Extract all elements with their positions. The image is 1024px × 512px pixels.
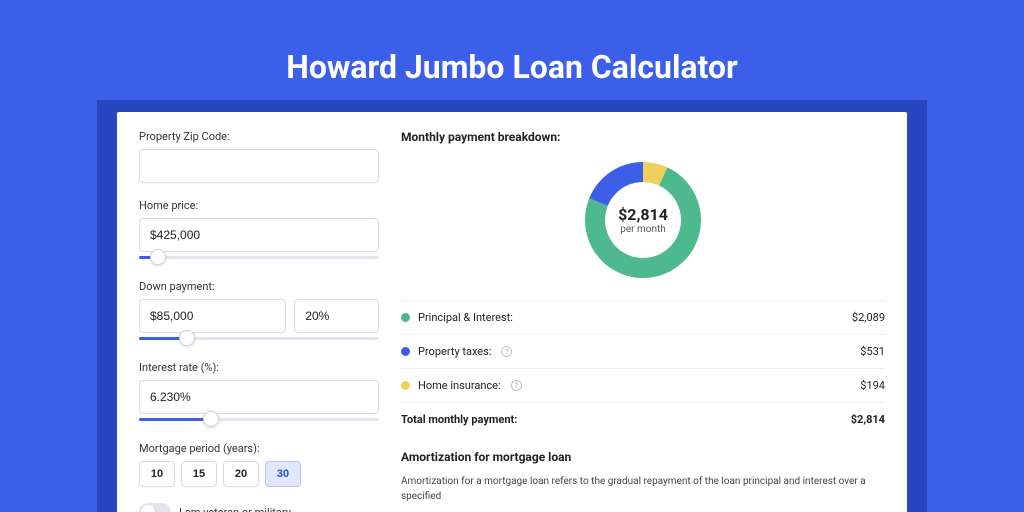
zip-group: Property Zip Code: [139,130,379,183]
home-price-slider-thumb[interactable] [150,249,166,265]
breakdown-title: Monthly payment breakdown: [401,130,885,144]
donut-chart: $2,814 per month [581,158,705,282]
veteran-row: I am veteran or military [139,503,379,512]
home-price-group: Home price: [139,199,379,264]
interest-group: Interest rate (%): [139,361,379,426]
interest-input[interactable] [139,380,379,414]
total-row: Total monthly payment: $2,814 [401,402,885,436]
down-payment-pct-input[interactable] [294,299,379,333]
total-value: $2,814 [851,413,885,426]
info-icon[interactable]: ? [511,380,522,391]
legend-dot [401,381,410,390]
down-payment-group: Down payment: [139,280,379,345]
home-price-label: Home price: [139,199,379,212]
legend-row: Property taxes:? $531 [401,334,885,368]
calculator-card: Property Zip Code: Home price: Down paym… [117,112,907,512]
down-payment-label: Down payment: [139,280,379,293]
period-options: 10152030 [139,461,379,487]
donut-center: $2,814 per month [581,158,705,282]
inner-band: Property Zip Code: Home price: Down paym… [97,100,927,512]
interest-label: Interest rate (%): [139,361,379,374]
down-payment-input[interactable] [139,299,286,333]
zip-input[interactable] [139,149,379,183]
veteran-label: I am veteran or military [179,506,291,512]
info-icon[interactable]: ? [501,346,512,357]
donut-area: $2,814 per month [401,148,885,300]
legend-row: Home insurance:? $194 [401,368,885,402]
period-button-30[interactable]: 30 [265,461,301,487]
interest-slider-thumb[interactable] [203,411,219,427]
home-price-slider[interactable] [139,252,379,264]
period-button-10[interactable]: 10 [139,461,175,487]
amortization-text: Amortization for a mortgage loan refers … [401,474,885,504]
period-group: Mortgage period (years): 10152030 [139,442,379,487]
legend-dot [401,347,410,356]
legend-value: $2,089 [852,311,885,324]
home-price-input[interactable] [139,218,379,252]
amortization-title: Amortization for mortgage loan [401,450,885,464]
legend: Principal & Interest: $2,089 Property taxe… [401,300,885,402]
interest-slider[interactable] [139,414,379,426]
interest-slider-fill [139,418,211,421]
legend-label: Principal & Interest: [418,311,513,324]
legend-label: Property taxes: [418,345,491,358]
period-button-15[interactable]: 15 [181,461,217,487]
form-column: Property Zip Code: Home price: Down paym… [139,130,379,512]
legend-row: Principal & Interest: $2,089 [401,300,885,334]
donut-amount: $2,814 [618,205,668,224]
zip-label: Property Zip Code: [139,130,379,143]
breakdown-column: Monthly payment breakdown: $2,814 per mo… [401,130,885,512]
veteran-toggle[interactable] [139,503,171,512]
veteran-toggle-knob [141,505,155,512]
donut-sub: per month [620,224,666,235]
period-button-20[interactable]: 20 [223,461,259,487]
total-label: Total monthly payment: [401,413,517,426]
page-title: Howard Jumbo Loan Calculator [0,0,1024,100]
period-label: Mortgage period (years): [139,442,379,455]
legend-dot [401,313,410,322]
down-payment-slider[interactable] [139,333,379,345]
down-payment-slider-thumb[interactable] [179,330,195,346]
legend-label: Home insurance: [418,379,501,392]
legend-value: $194 [860,379,885,392]
legend-value: $531 [860,345,885,358]
